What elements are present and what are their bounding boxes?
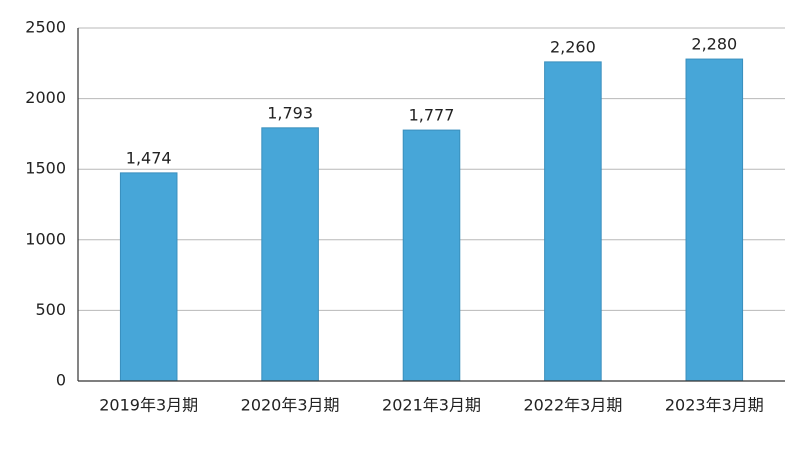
value-label: 1,793 [267,103,313,122]
value-label: 1,474 [126,148,172,167]
bar [261,127,319,382]
y-tick-label: 500 [35,300,66,319]
y-tick-label: 2000 [25,88,66,107]
x-tick-label: 2021年3月期 [382,396,481,415]
x-tick-label: 2022年3月期 [523,396,622,415]
bar [119,172,178,382]
value-label: 2,260 [550,37,596,56]
x-tick-label: 2019年3月期 [99,396,198,415]
bar [402,129,461,382]
y-tick-label: 0 [56,371,66,390]
y-tick-label: 1000 [25,229,66,248]
x-tick-label: 2023年3月期 [665,396,764,415]
x-tick-label: 2020年3月期 [241,396,340,415]
bar [685,58,744,382]
y-tick-label: 1500 [25,159,66,178]
bar [544,61,602,382]
y-tick-label: 2500 [25,18,66,37]
value-label: 1,777 [409,106,455,125]
value-label: 2,280 [691,35,737,54]
